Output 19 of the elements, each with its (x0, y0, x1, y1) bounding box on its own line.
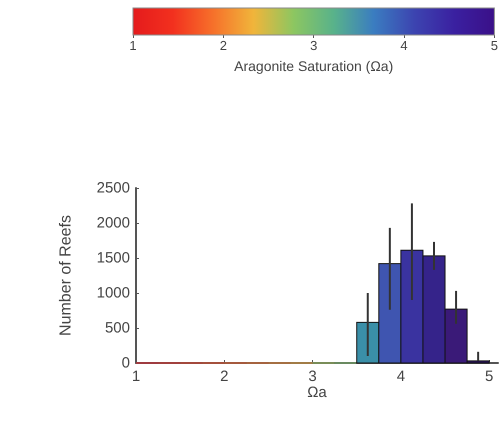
color-bar-label: 2 (220, 38, 227, 53)
color-bar-label: 5 (490, 38, 498, 53)
y-tick-label: 2000 (96, 214, 130, 232)
x-tick-label: 4 (396, 368, 406, 385)
y-tick-label: 2500 (96, 180, 130, 196)
x-axis-title: Ωa (307, 384, 328, 401)
color-bar-label: 4 (400, 38, 408, 53)
y-tick-label: 0 (122, 354, 130, 372)
x-tick-label: 5 (485, 368, 494, 385)
y-axis-title: Number of Reefs (58, 215, 74, 336)
x-tick-label: 3 (308, 368, 317, 385)
color-bar-title: Aragonite Saturation (Ωa) (234, 58, 394, 74)
y-tick-label: 1500 (96, 250, 130, 266)
x-tick-label: 2 (220, 368, 228, 385)
color-bar-label: 3 (310, 38, 318, 53)
y-tick-label: 500 (104, 320, 130, 336)
y-tick-label: 1000 (96, 284, 130, 302)
color-bar-label: 1 (129, 38, 137, 53)
x-tick-label: 1 (132, 368, 140, 385)
